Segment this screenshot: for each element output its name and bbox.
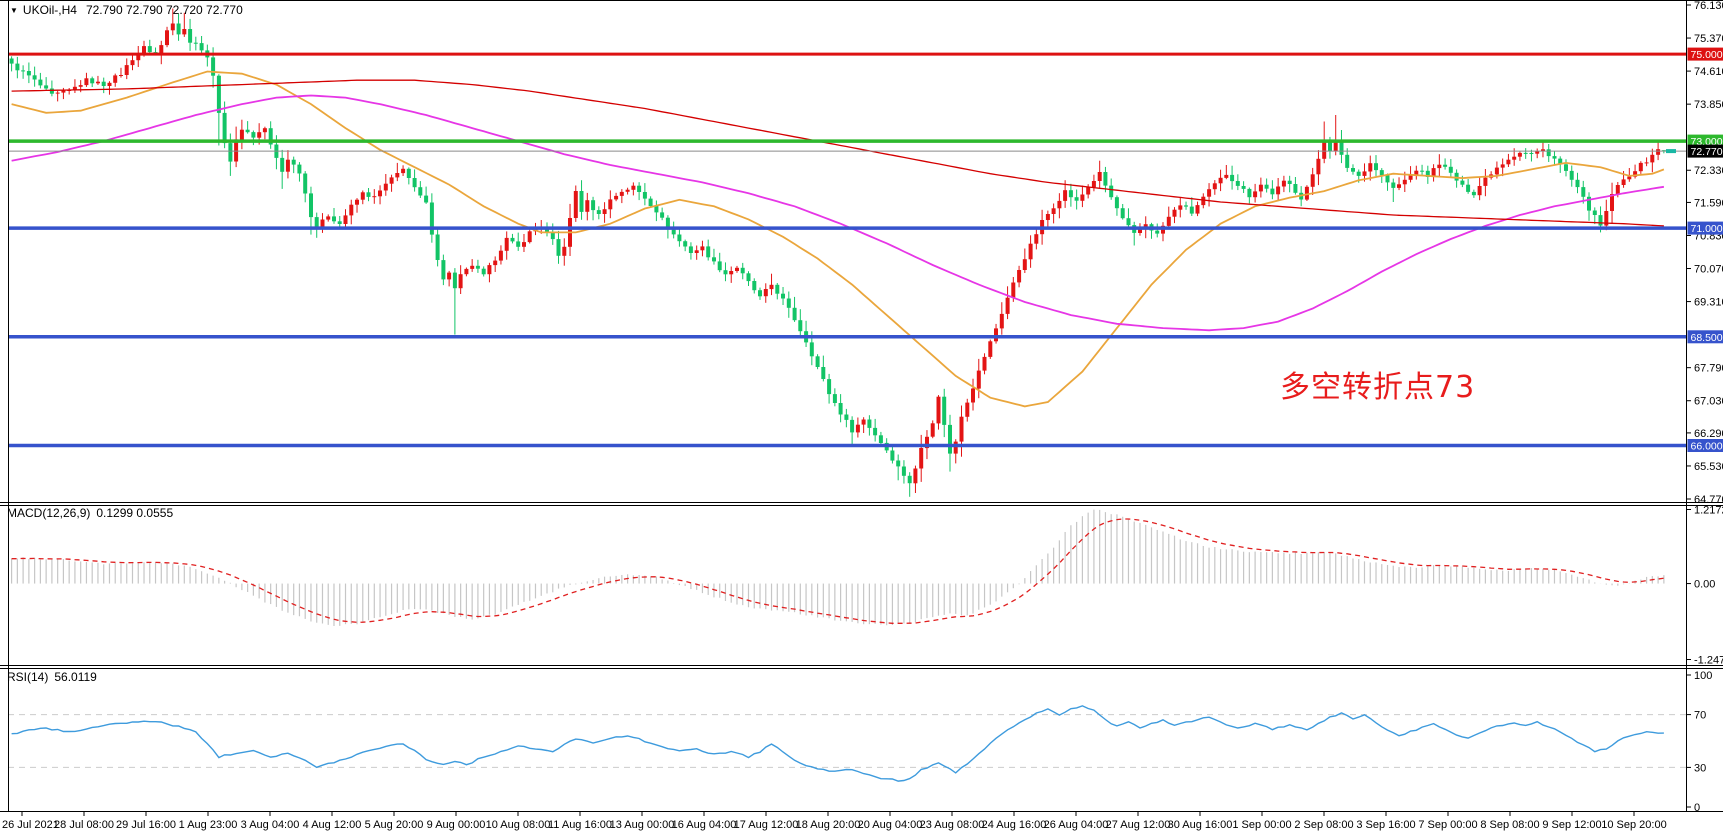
svg-text:73.850: 73.850 <box>1694 99 1723 111</box>
svg-text:0.00: 0.00 <box>1694 579 1715 591</box>
svg-text:23 Aug 08:00: 23 Aug 08:00 <box>920 819 985 831</box>
svg-text:7 Sep 00:00: 7 Sep 00:00 <box>1418 819 1477 831</box>
macd-indicator-values: 0.1299 0.0555 <box>96 506 174 520</box>
rsi-indicator-value: 56.0119 <box>54 670 97 684</box>
rsi-scale[interactable]: 100 70 30 0 <box>1686 670 1712 814</box>
svg-text:30: 30 <box>1694 762 1706 774</box>
rsi-line <box>11 705 1664 782</box>
svg-text:75.370: 75.370 <box>1694 33 1723 45</box>
price-axis[interactable]: 76.13075.37074.61073.85072.33071.59070.8… <box>1686 0 1723 506</box>
svg-text:66.290: 66.290 <box>1694 428 1723 440</box>
ma-slow-line <box>11 79 1664 227</box>
svg-text:72.330: 72.330 <box>1694 165 1723 177</box>
rsi-level-lines <box>8 714 1686 768</box>
svg-text:72.770: 72.770 <box>1691 146 1723 158</box>
last-quote-marker <box>1666 149 1676 154</box>
svg-text:100: 100 <box>1694 670 1712 682</box>
chart-title: ▼ UKOil-,H4 72.790 72.790 72.720 72.770 <box>10 3 243 17</box>
svg-text:27 Aug 12:00: 27 Aug 12:00 <box>1106 819 1171 831</box>
ma-fast-line <box>11 70 1665 408</box>
svg-text:3 Sep 16:00: 3 Sep 16:00 <box>1356 819 1415 831</box>
svg-text:17 Aug 12:00: 17 Aug 12:00 <box>734 819 799 831</box>
macd-indicator-name: MACD(12,26,9) <box>7 506 91 520</box>
horizontal-level-lines[interactable] <box>8 52 1686 448</box>
svg-text:1 Aug 23:00: 1 Aug 23:00 <box>179 819 238 831</box>
moving-averages <box>11 70 1665 408</box>
svg-text:1.2172: 1.2172 <box>1694 505 1723 517</box>
svg-text:64.770: 64.770 <box>1694 494 1723 506</box>
rsi-pane-label: RSI(14) 56.0119 <box>7 670 97 684</box>
svg-text:13 Aug 00:00: 13 Aug 00:00 <box>610 819 675 831</box>
svg-text:29 Jul 16:00: 29 Jul 16:00 <box>116 819 176 831</box>
svg-text:74.610: 74.610 <box>1694 66 1723 78</box>
svg-text:26 Jul 2021: 26 Jul 2021 <box>2 819 59 831</box>
svg-text:70.070: 70.070 <box>1694 264 1723 276</box>
svg-text:67.790: 67.790 <box>1694 363 1723 375</box>
ohlc-values: 72.790 72.790 72.720 72.770 <box>85 3 243 17</box>
chart-text-annotation: 多空转折点73 <box>1280 370 1476 405</box>
svg-text:18 Aug 20:00: 18 Aug 20:00 <box>796 819 861 831</box>
svg-text:0: 0 <box>1694 802 1700 814</box>
svg-text:20 Aug 04:00: 20 Aug 04:00 <box>858 819 923 831</box>
svg-text:16 Aug 04:00: 16 Aug 04:00 <box>672 819 737 831</box>
svg-text:66.000: 66.000 <box>1691 441 1723 453</box>
svg-text:24 Aug 16:00: 24 Aug 16:00 <box>982 819 1047 831</box>
svg-text:2 Sep 08:00: 2 Sep 08:00 <box>1294 819 1353 831</box>
svg-text:30 Aug 16:00: 30 Aug 16:00 <box>1168 819 1233 831</box>
svg-text:1 Sep 00:00: 1 Sep 00:00 <box>1232 819 1291 831</box>
ma-medium-line <box>11 94 1665 332</box>
svg-text:67.030: 67.030 <box>1694 396 1723 408</box>
candlestick-series <box>9 8 1666 497</box>
svg-text:68.500: 68.500 <box>1691 332 1723 344</box>
svg-text:70: 70 <box>1694 710 1706 722</box>
chevron-down-icon[interactable]: ▼ <box>10 6 18 15</box>
svg-text:75.000: 75.000 <box>1691 49 1723 61</box>
macd-histogram <box>11 509 1665 627</box>
svg-text:26 Aug 04:00: 26 Aug 04:00 <box>1044 819 1109 831</box>
svg-text:9 Sep 12:00: 9 Sep 12:00 <box>1542 819 1601 831</box>
svg-text:8 Sep 08:00: 8 Sep 08:00 <box>1480 819 1539 831</box>
svg-text:71.000: 71.000 <box>1691 223 1723 235</box>
svg-text:3 Aug 04:00: 3 Aug 04:00 <box>241 819 300 831</box>
svg-text:10 Aug 08:00: 10 Aug 08:00 <box>486 819 551 831</box>
pane-borders[interactable] <box>0 0 1723 812</box>
svg-text:9 Aug 00:00: 9 Aug 00:00 <box>427 819 486 831</box>
macd-scale[interactable]: 1.2172 0.00 -1.2479 <box>1686 505 1723 667</box>
svg-text:10 Sep 20:00: 10 Sep 20:00 <box>1601 819 1666 831</box>
svg-text:28 Jul 08:00: 28 Jul 08:00 <box>54 819 114 831</box>
svg-text:4 Aug 12:00: 4 Aug 12:00 <box>303 819 362 831</box>
svg-text:65.530: 65.530 <box>1694 461 1723 473</box>
svg-text:71.590: 71.590 <box>1694 197 1723 209</box>
svg-text:11 Aug 16:00: 11 Aug 16:00 <box>548 819 612 831</box>
svg-text:5 Aug 20:00: 5 Aug 20:00 <box>365 819 424 831</box>
svg-text:69.310: 69.310 <box>1694 297 1723 309</box>
svg-text:-1.2479: -1.2479 <box>1694 655 1723 667</box>
rsi-indicator-name: RSI(14) <box>7 670 49 684</box>
macd-signal-line <box>11 518 1664 624</box>
svg-text:76.130: 76.130 <box>1694 0 1723 12</box>
macd-pane-label: MACD(12,26,9) 0.1299 0.0555 <box>7 506 173 520</box>
symbol-period-label: UKOil-,H4 <box>22 3 77 17</box>
